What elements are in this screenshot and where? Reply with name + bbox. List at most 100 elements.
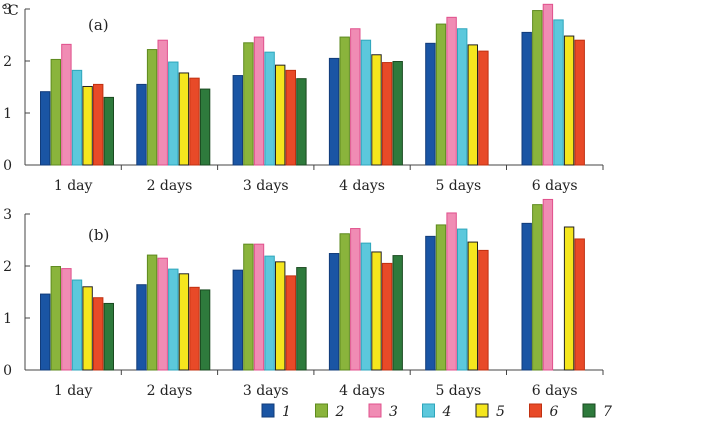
bar-series-7-1 [199,289,211,371]
bar-series-5-4 [467,44,479,166]
bar-series-3-1 [157,39,168,166]
bar-series-2-3 [339,36,350,166]
bar-series-5-2 [275,261,286,371]
bar-series-7-0 [103,302,114,371]
bar-series-2-2 [243,42,254,166]
bar-series-3-3 [350,28,361,166]
x-tick-label: 3 days [243,178,289,194]
legend-swatch-2 [315,403,328,418]
x-tick-label: 5 days [435,383,481,399]
legend-swatch-3 [368,403,382,418]
bar-series-7-3 [392,61,403,166]
legend: 1 2 3 4 5 6 7 [261,403,612,420]
bar-series-5-5 [563,226,575,371]
bar-series-4-0 [71,279,83,371]
bar-series-5-0 [82,286,93,371]
bar-series-4-3 [360,39,372,166]
legend-swatch-6 [529,403,542,418]
x-tick-label: 6 days [532,178,578,194]
legend-label-3: 3 [389,404,398,420]
x-tick-label: 4 days [339,178,385,194]
bar-series-7-2 [296,267,307,371]
bar-series-3-3 [350,228,361,371]
bar-series-6-1 [189,77,200,166]
bar-series-4-3 [360,242,372,371]
bar-series-4-4 [457,28,468,166]
legend-swatch-5 [475,403,489,418]
bar-series-1-3 [328,253,340,371]
bar-series-1-3 [328,57,340,166]
bar-series-2-5 [532,204,543,371]
bar-series-2-1 [146,49,158,166]
chart-panel-b: 0 1 2 3 1 day 2 days 3 days 4 days 5 days 6 days (… [3,198,604,399]
bar-series-3-1 [157,257,168,371]
bar-series-5-1 [178,72,190,166]
bar-series-7-0 [103,96,114,166]
bar-series-6-3 [381,62,393,166]
bar-series-2-4 [435,23,447,166]
bar-series-1-1 [136,83,147,166]
bar-series-2-0 [50,266,61,371]
legend-label-5: 5 [496,404,505,420]
bar-series-5-4 [467,241,479,371]
bar-series-2-1 [146,254,158,371]
panel-label: (b) [88,226,109,244]
legend-label-6: 6 [550,404,559,420]
x-tick-label: 1 day [54,383,93,399]
bar-series-1-5 [521,31,532,166]
bar-series-3-4 [446,212,457,371]
bar-series-2-0 [50,58,61,166]
x-tick-label: 3 days [243,383,289,399]
legend-swatch-7 [582,403,596,418]
bar-series-1-4 [425,235,436,371]
bar-series-7-2 [296,78,307,166]
chart-panel-a: 0 1 2 3 1 day 2 days 3 days 4 days 5 days 6 days (… [3,2,604,194]
y-tick-label: 3 [3,207,12,223]
bar-series-4-4 [457,228,468,371]
bar-series-6-5 [574,39,585,166]
bar-series-6-3 [381,262,393,371]
y-tick-label: 2 [3,259,12,275]
legend-swatch-4 [422,403,435,418]
bar-series-6-5 [574,238,585,371]
bar-series-7-3 [392,255,403,371]
bar-series-1-4 [425,42,436,166]
bar-series-5-0 [82,85,93,166]
x-tick-label: 5 days [435,178,481,194]
bar-series-6-4 [478,50,489,166]
bar-series-6-2 [285,275,297,371]
x-tick-label: 1 day [54,178,93,194]
bar-series-3-0 [61,268,72,371]
bar-series-5-5 [563,35,575,166]
bar-series-5-3 [371,251,382,371]
bar-series-4-5 [553,19,564,166]
bar-series-2-3 [339,233,350,371]
x-tick-label: 6 days [532,383,578,399]
bar-series-4-2 [264,255,275,371]
bar-series-1-5 [521,222,532,371]
bar-series-5-2 [275,64,286,166]
bar-series-3-5 [542,198,554,371]
bar-series-1-0 [40,293,51,371]
y-tick-label: 1 [3,311,12,327]
legend-label-1: 1 [282,404,291,420]
bar-series-6-4 [478,249,489,371]
legend-swatch-1 [261,403,275,418]
y-tick-label: 0 [3,158,12,174]
bar-series-1-2 [232,269,244,371]
bar-series-4-0 [71,69,83,166]
bar-series-3-2 [253,243,265,371]
bar-series-3-4 [446,16,457,166]
y-tick-label: 3 [3,2,12,18]
bar-series-6-1 [189,286,200,371]
bar-series-6-0 [93,297,104,371]
bar-series-4-1 [168,61,179,166]
bar-series-5-3 [371,54,382,166]
x-tick-label: 2 days [147,178,193,194]
legend-label-7: 7 [603,404,612,420]
bar-series-2-2 [243,243,254,371]
x-tick-label: 2 days [147,383,193,399]
bar-series-3-5 [542,3,554,166]
legend-label-4: 4 [442,404,452,420]
